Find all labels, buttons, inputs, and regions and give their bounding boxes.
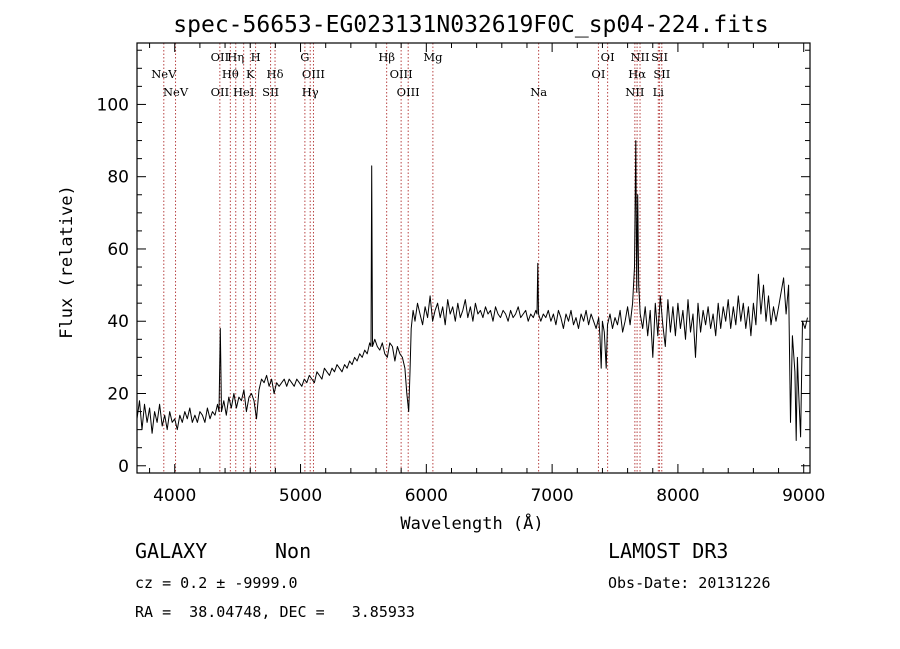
line-label: HeI [233,85,254,99]
line-label: OI [591,67,605,81]
line-label: Na [530,85,547,99]
plot-frame [136,42,811,474]
line-label: NII [630,50,649,64]
y-tick-label: 40 [107,312,129,332]
line-label: OII [211,50,230,64]
y-tick-label: 20 [107,385,129,405]
chart-title: spec-56653-EG023131N032619F0C_sp04-224.f… [173,12,768,38]
axis-ticks: 4000 5000 6000 7000 8000 9000 0 20 40 60 80 100 [97,43,825,506]
survey-name: LAMOST DR3 [608,539,729,563]
x-tick-label: 6000 [405,486,448,506]
ra-dec-coordinates: RA = 38.04748, DEC = 3.85933 [135,603,415,621]
y-axis-label: Flux (relative) [57,185,77,339]
line-label: G [300,50,309,64]
x-tick-label: 7000 [530,486,573,506]
x-tick-label: 9000 [782,486,825,506]
line-label: Hδ [267,67,284,81]
line-label: SII [653,67,670,81]
y-tick-label: 0 [118,457,129,477]
x-tick-label: 8000 [656,486,699,506]
object-class: GALAXY [135,539,208,563]
line-label: SII [262,85,279,99]
cz-value: cz = 0.2 ± -9999.0 [135,574,298,592]
line-label: Mg [423,50,443,64]
x-tick-label: 5000 [279,486,322,506]
x-tick-label: 4000 [153,486,196,506]
y-tick-label: 60 [107,240,129,260]
x-axis-label: Wavelength (Å) [400,512,543,534]
line-label: NeV [163,85,189,99]
line-label: OIII [397,85,420,99]
line-label: Hα [628,67,646,81]
line-label: K [246,67,255,81]
y-tick-label: 100 [97,95,129,115]
line-label: Li [653,85,665,99]
line-label: Hβ [378,50,395,64]
line-label: Hθ [222,67,239,81]
line-label: NII [625,85,644,99]
obs-date: Obs-Date: 20131226 [608,574,771,592]
line-label: Hγ [302,85,319,99]
line-label: OII [211,85,230,99]
y-tick-label: 80 [107,168,129,188]
line-label: H [251,50,261,64]
line-label: OIII [390,67,413,81]
line-label: SII [651,50,668,64]
line-label: OIII [302,67,325,81]
line-label: Hη [227,50,244,64]
flux-series-line [136,140,808,441]
line-label: OI [601,50,615,64]
line-label: NeV [151,67,177,81]
object-subclass: Non [275,539,312,563]
